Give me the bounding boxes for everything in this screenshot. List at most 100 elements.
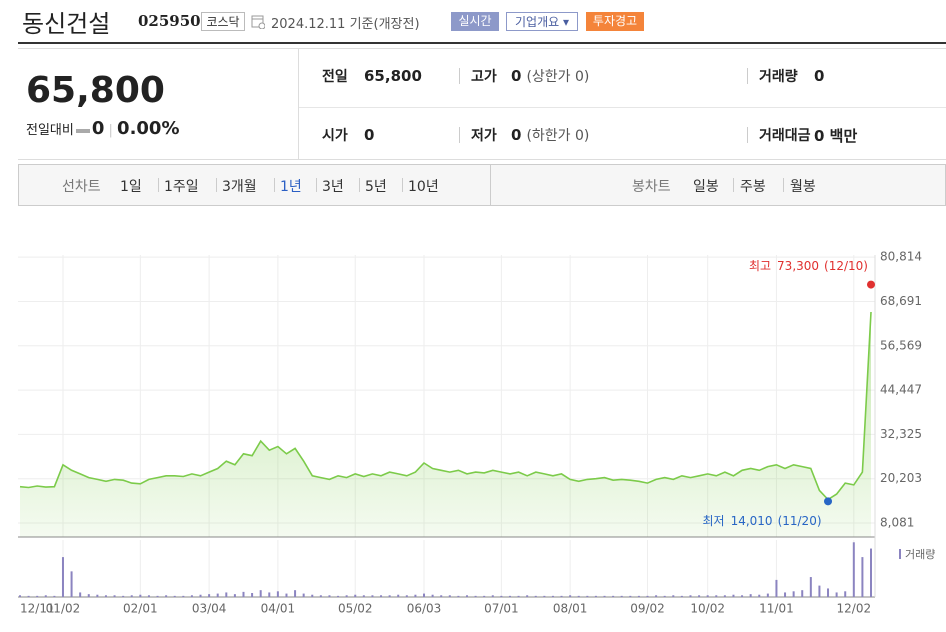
- volume-bar: [61, 557, 64, 597]
- period-tab[interactable]: 3개월: [222, 179, 257, 195]
- x-tick-label: 03/04: [192, 602, 227, 616]
- volume-bar: [44, 595, 47, 597]
- date-note: 기준(개장전): [349, 17, 420, 32]
- volume-bar: [147, 595, 150, 597]
- header-rule: [18, 42, 946, 44]
- volume-bar: [629, 595, 632, 597]
- y-tick-label: 8,081: [880, 515, 914, 529]
- volume-bar: [465, 595, 468, 597]
- volume-bar: [594, 595, 597, 597]
- y-tick-label: 32,325: [880, 427, 922, 441]
- volume-bar: [53, 595, 56, 597]
- period-tab[interactable]: 1년: [280, 179, 302, 195]
- tab-separator: [316, 178, 317, 192]
- low-marker: [824, 497, 833, 506]
- volume-bar: [543, 595, 546, 597]
- volume-bar: [620, 595, 623, 597]
- x-tick-label: 10/02: [690, 602, 725, 616]
- company-button[interactable]: 기업개요 ▾: [506, 12, 578, 31]
- candle-tab[interactable]: 월봉: [790, 179, 816, 195]
- info-label: 전일: [322, 69, 348, 85]
- volume-bar: [689, 595, 692, 597]
- volume-bar: [491, 595, 494, 597]
- market-badge: 코스닥: [201, 12, 245, 31]
- volume-bar: [242, 591, 245, 597]
- volume-bar: [165, 595, 168, 597]
- x-tick-label: 12/11: [20, 602, 55, 616]
- volume-bar: [371, 595, 374, 597]
- volume-bar: [285, 593, 288, 597]
- x-tick-label: 08/01: [553, 602, 588, 616]
- info-separator: [459, 68, 460, 84]
- volume-bar: [560, 595, 563, 597]
- x-tick-label: 04/01: [261, 602, 296, 616]
- volume-bar: [758, 594, 761, 597]
- volume-bar: [362, 595, 365, 597]
- volume-bar: [36, 595, 39, 597]
- tab-separator: [158, 178, 159, 192]
- x-tick-label: 11/01: [759, 602, 794, 616]
- volume-bar: [79, 592, 82, 597]
- volume-bar: [216, 593, 219, 597]
- info-value: 65,800: [364, 66, 422, 85]
- volume-bar: [302, 593, 305, 597]
- period-tab[interactable]: 1일: [120, 179, 142, 195]
- period-tab[interactable]: 1주일: [164, 179, 199, 195]
- volume-bar: [139, 594, 142, 597]
- stock-code: 025950: [138, 12, 201, 30]
- volume-bar: [259, 590, 262, 597]
- low-value: 14,010: [731, 514, 773, 528]
- info-number: 0 백만: [814, 127, 858, 145]
- volume-bar: [766, 593, 769, 597]
- realtime-button[interactable]: 실시간: [451, 12, 499, 31]
- volume-bar: [182, 595, 185, 597]
- candle-tab[interactable]: 주봉: [740, 179, 766, 195]
- volume-bar: [517, 595, 520, 597]
- volume-bar: [809, 577, 812, 597]
- volume-bar: [870, 548, 872, 597]
- current-price: 65,800: [26, 70, 165, 111]
- volume-bar: [70, 571, 73, 597]
- candle-tab[interactable]: 일봉: [693, 179, 719, 195]
- period-tab[interactable]: 3년: [322, 179, 344, 195]
- info-divider: [298, 48, 299, 160]
- info-label: 고가: [471, 69, 497, 85]
- x-tick-label: 05/02: [338, 602, 373, 616]
- high-label: 최고: [749, 259, 771, 273]
- change-row: 전일대비 0 | 0.00%: [26, 118, 180, 139]
- info-value: 0 백만: [814, 125, 857, 146]
- period-tab[interactable]: 10년: [408, 179, 439, 195]
- tab-separator: [733, 178, 734, 192]
- warning-badge: 투자경고: [586, 12, 644, 31]
- y-tick-label: 44,447: [880, 383, 922, 397]
- volume-bar: [113, 595, 116, 597]
- volume-bar: [380, 595, 383, 597]
- volume-bar: [328, 595, 331, 597]
- info-value: 0 (상한가 0): [511, 66, 589, 86]
- volume-bar: [405, 595, 408, 597]
- x-tick-label: 01/02: [46, 602, 81, 616]
- volume-bar: [199, 594, 202, 597]
- change-pct: 0.00%: [117, 118, 180, 139]
- x-tick-label: 02/01: [123, 602, 158, 616]
- date: 2024.12.11 기준(개장전): [271, 13, 420, 32]
- volume-bar: [715, 595, 718, 597]
- date-value: 2024.12.11: [271, 17, 346, 32]
- volume-bar: [27, 595, 30, 597]
- volume-bar: [431, 594, 434, 597]
- volume-bar: [835, 592, 838, 597]
- info-value: 0: [364, 125, 374, 144]
- info-label: 저가: [471, 128, 497, 144]
- volume-bar: [526, 595, 529, 597]
- tab-separator: [216, 178, 217, 192]
- volume-bar: [801, 590, 804, 597]
- info-number: 0: [511, 126, 522, 144]
- volume-bar: [655, 595, 658, 597]
- volume-bar: [663, 595, 666, 597]
- info-value: 0 (하한가 0): [511, 125, 589, 145]
- volume-bar: [534, 595, 537, 597]
- period-tab[interactable]: 5년: [365, 179, 387, 195]
- volume-bar: [775, 579, 778, 597]
- volume-bar: [827, 588, 830, 597]
- volume-bar: [672, 595, 675, 597]
